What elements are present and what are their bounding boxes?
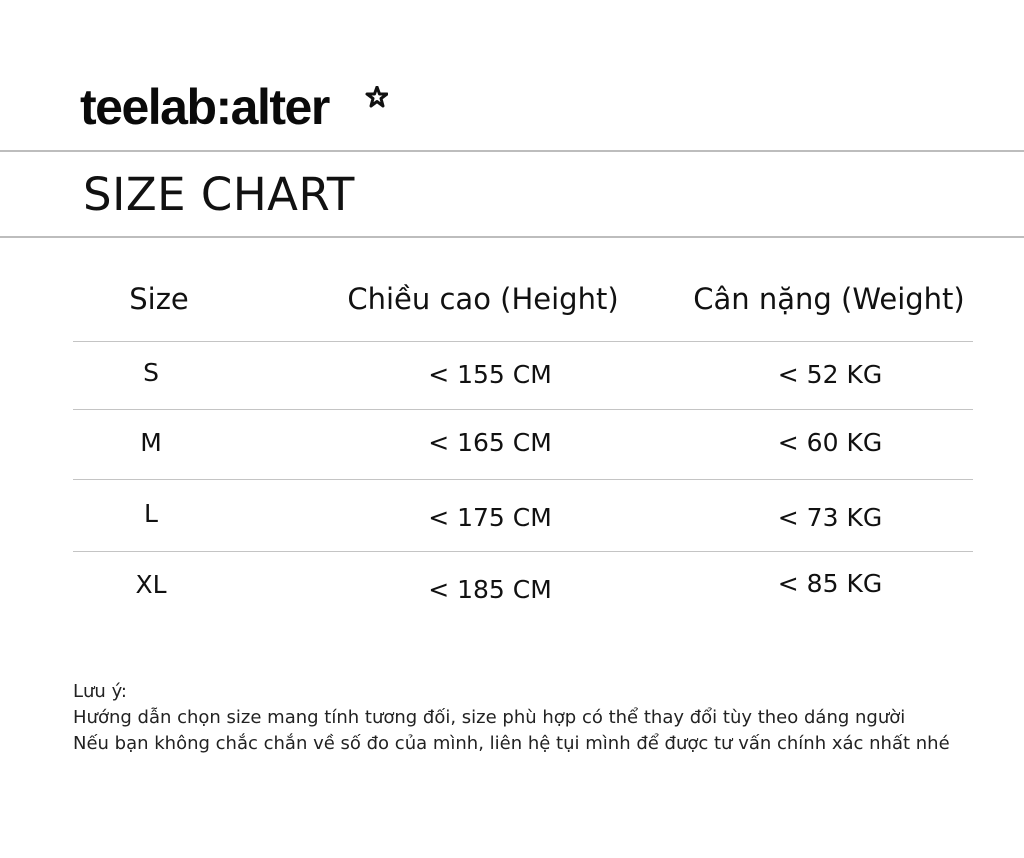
- star-icon: [365, 86, 388, 108]
- notes-label: Lưu ý:: [73, 681, 127, 702]
- cell-weight: < 52 KG: [777, 360, 883, 389]
- cell-size: S: [143, 358, 159, 387]
- brand-logo: teelab:alter: [80, 79, 330, 135]
- cell-size: L: [144, 499, 158, 528]
- cell-height: < 185 CM: [428, 575, 552, 604]
- cell-height: < 165 CM: [428, 428, 552, 457]
- cell-size: M: [140, 428, 162, 457]
- header-height: Chiều cao (Height): [347, 282, 619, 316]
- cell-weight: < 73 KG: [777, 503, 883, 532]
- cell-height: < 175 CM: [428, 503, 552, 532]
- note-line: Nếu bạn không chắc chắn về số đo của mìn…: [73, 733, 950, 754]
- header-size: Size: [129, 282, 189, 316]
- divider: [0, 236, 1024, 238]
- row-divider: [73, 479, 973, 480]
- note-line: Hướng dẫn chọn size mang tính tương đối,…: [73, 707, 906, 728]
- cell-weight: < 85 KG: [777, 569, 883, 598]
- divider: [0, 150, 1024, 152]
- row-divider: [73, 341, 973, 342]
- page-title: SIZE CHART: [83, 168, 355, 221]
- header-weight: Cân nặng (Weight): [693, 282, 965, 316]
- row-divider: [73, 551, 973, 552]
- cell-height: < 155 CM: [428, 360, 552, 389]
- cell-size: XL: [135, 570, 167, 599]
- cell-weight: < 60 KG: [777, 428, 883, 457]
- row-divider: [73, 409, 973, 410]
